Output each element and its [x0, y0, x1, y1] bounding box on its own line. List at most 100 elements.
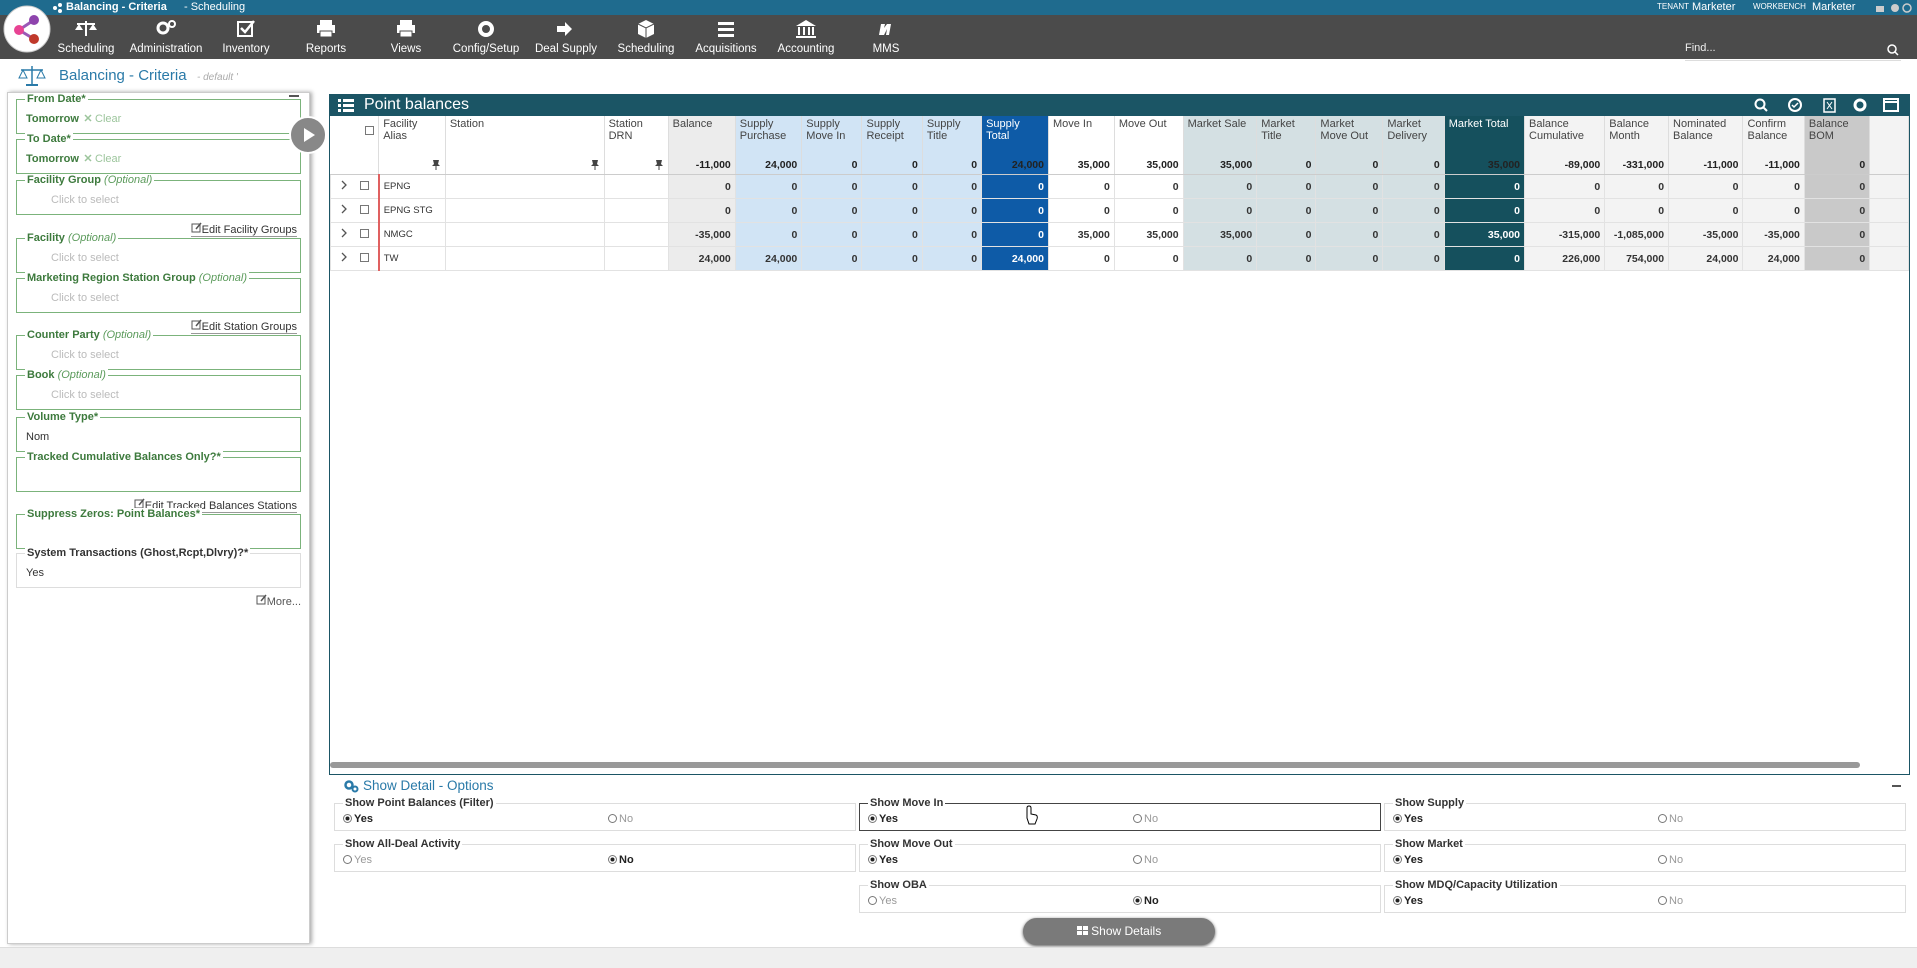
criteria-field[interactable]: Marketing Region Station Group (Optional…	[16, 272, 301, 313]
nav-label: Accounting	[777, 43, 835, 55]
column-header[interactable]: Nominated Balance -11,000	[1668, 116, 1744, 175]
column-header[interactable]: Station	[445, 116, 605, 175]
nav-item[interactable]: Scheduling	[46, 19, 126, 55]
row-checkbox[interactable]	[359, 205, 369, 214]
criteria-field[interactable]: System Transactions (Ghost,Rcpt,Dlvry)?*…	[16, 547, 301, 588]
edit-link[interactable]: Edit Station Groups	[190, 319, 297, 334]
radio-option[interactable]: No	[1658, 813, 1683, 825]
column-header[interactable]: Move In 35,000	[1048, 116, 1115, 175]
run-button[interactable]	[288, 115, 328, 155]
column-header[interactable]: Balance BOM 0	[1804, 116, 1871, 175]
column-header[interactable]: Supply Purchase 24,000	[735, 116, 803, 175]
column-header[interactable]: Market Delivery 0	[1382, 116, 1445, 175]
clear-text: Clear	[95, 153, 122, 165]
nav-label: Acquisitions	[695, 43, 757, 55]
expand-icon[interactable]	[340, 180, 348, 190]
radio-option[interactable]: Yes	[868, 895, 897, 907]
top-icons[interactable]	[1876, 3, 1914, 13]
criteria-field[interactable]: From Date* Tomorrow Clear	[16, 93, 301, 134]
clear-button[interactable]: Clear	[84, 153, 121, 165]
column-header[interactable]: Confirm Balance -11,000	[1742, 116, 1805, 175]
column-header[interactable]: Supply Title 0	[922, 116, 983, 175]
nav-item[interactable]: Scheduling	[606, 19, 686, 55]
header-label: Supply Receipt	[866, 118, 904, 142]
row-checkbox[interactable]	[359, 181, 369, 190]
radio-option[interactable]: Yes	[1393, 854, 1423, 866]
cell: 0	[1113, 174, 1184, 199]
radio-option[interactable]: Yes	[343, 854, 372, 866]
expand-icon[interactable]	[340, 228, 348, 238]
criteria-field[interactable]: Tracked Cumulative Balances Only?*	[16, 451, 301, 492]
row-checkbox[interactable]	[359, 253, 369, 262]
link-text: Edit Station Groups	[201, 321, 297, 333]
radio-icon	[1133, 814, 1142, 823]
nav-icon	[879, 24, 891, 35]
radio-option[interactable]: No	[1133, 813, 1158, 825]
nav-item[interactable]: Acquisitions	[686, 19, 766, 55]
criteria-field[interactable]: Counter Party (Optional) Click to select	[16, 329, 301, 370]
more-link[interactable]: More...	[256, 594, 301, 608]
column-header[interactable]: Supply Receipt 0	[861, 116, 923, 175]
radio-option[interactable]: Yes	[343, 813, 373, 825]
logo[interactable]	[3, 5, 53, 55]
column-header[interactable]: Facility Alias	[378, 116, 446, 175]
column-total: -11,000	[1703, 159, 1739, 171]
column-total: -11,000	[695, 159, 731, 171]
radio-option[interactable]: Yes	[1393, 813, 1423, 825]
column-header[interactable]: Move Out 35,000	[1114, 116, 1184, 175]
criteria-field[interactable]: Book (Optional) Click to select	[16, 369, 301, 410]
clear-button[interactable]: Clear	[84, 113, 121, 125]
column-header[interactable]: Market Sale 35,000	[1183, 116, 1258, 175]
nav-label: Reports	[305, 43, 347, 55]
placeholder: Click to select	[51, 292, 119, 304]
column-header[interactable]: Market Move Out 0	[1315, 116, 1384, 175]
radio-option[interactable]: Yes	[868, 813, 898, 825]
column-header[interactable]: Supply Move In 0	[801, 116, 863, 175]
criteria-field[interactable]: Facility Group (Optional) Click to select	[16, 174, 301, 215]
select-all[interactable]	[365, 126, 375, 135]
nav-item[interactable]: Accounting	[766, 19, 846, 55]
header-label: Confirm Balance	[1747, 118, 1788, 142]
radio-option[interactable]: Yes	[868, 854, 898, 866]
column-header[interactable]: Balance Cumulative -89,000	[1524, 116, 1606, 175]
radio-option[interactable]: No	[608, 854, 634, 866]
criteria-field[interactable]: Suppress Zeros: Point Balances*	[16, 508, 301, 549]
nav-item[interactable]: MMS	[846, 19, 926, 55]
row-checkbox[interactable]	[359, 229, 369, 238]
cell: 0	[1315, 222, 1384, 247]
radio-option[interactable]: No	[608, 813, 633, 825]
expand-icon[interactable]	[340, 204, 348, 214]
criteria-field[interactable]: Volume Type* Nom	[16, 411, 301, 452]
radio-option[interactable]: No	[1658, 895, 1683, 907]
criteria-field[interactable]: To Date* Tomorrow Clear	[16, 133, 301, 174]
edit-link[interactable]: Edit Facility Groups	[190, 222, 297, 237]
expand-icon[interactable]	[340, 252, 348, 262]
radio-option[interactable]: Yes	[1393, 895, 1423, 907]
show-details-button[interactable]: Show Details	[1023, 918, 1215, 945]
button-label: Show Details	[1091, 924, 1162, 938]
collapse-button[interactable]	[289, 95, 299, 97]
search-box[interactable]: Find...	[1685, 42, 1901, 61]
nav-item[interactable]: Administration	[126, 19, 206, 55]
radio-option[interactable]: No	[1133, 895, 1159, 907]
grid-tools[interactable]	[1754, 98, 1904, 113]
radio-icon	[1393, 855, 1402, 864]
column-header[interactable]: Market Title 0	[1256, 116, 1317, 175]
collapse-button[interactable]	[1892, 785, 1901, 787]
cell: 0	[981, 174, 1049, 199]
nav-item[interactable]: Views	[366, 19, 446, 55]
nav-item[interactable]: Deal Supply	[526, 19, 606, 55]
column-header[interactable]: Market Total 35,000	[1444, 116, 1526, 175]
radio-option[interactable]: No	[1658, 854, 1683, 866]
nav-item[interactable]: Config/Setup	[446, 19, 526, 55]
nav-item[interactable]: Inventory	[206, 19, 286, 55]
nav-item[interactable]: Reports	[286, 19, 366, 55]
column-header[interactable]: Balance -11,000	[668, 116, 736, 175]
criteria-field[interactable]: Facility (Optional) Click to select	[16, 232, 301, 273]
column-header[interactable]: Station DRN	[604, 116, 669, 175]
column-header[interactable]: Supply Total 24,000	[981, 116, 1049, 175]
radio-option[interactable]: No	[1133, 854, 1158, 866]
column-header[interactable]: Balance Month -331,000	[1604, 116, 1670, 175]
scrollbar[interactable]	[330, 762, 1860, 768]
placeholder: Click to select	[51, 194, 119, 206]
